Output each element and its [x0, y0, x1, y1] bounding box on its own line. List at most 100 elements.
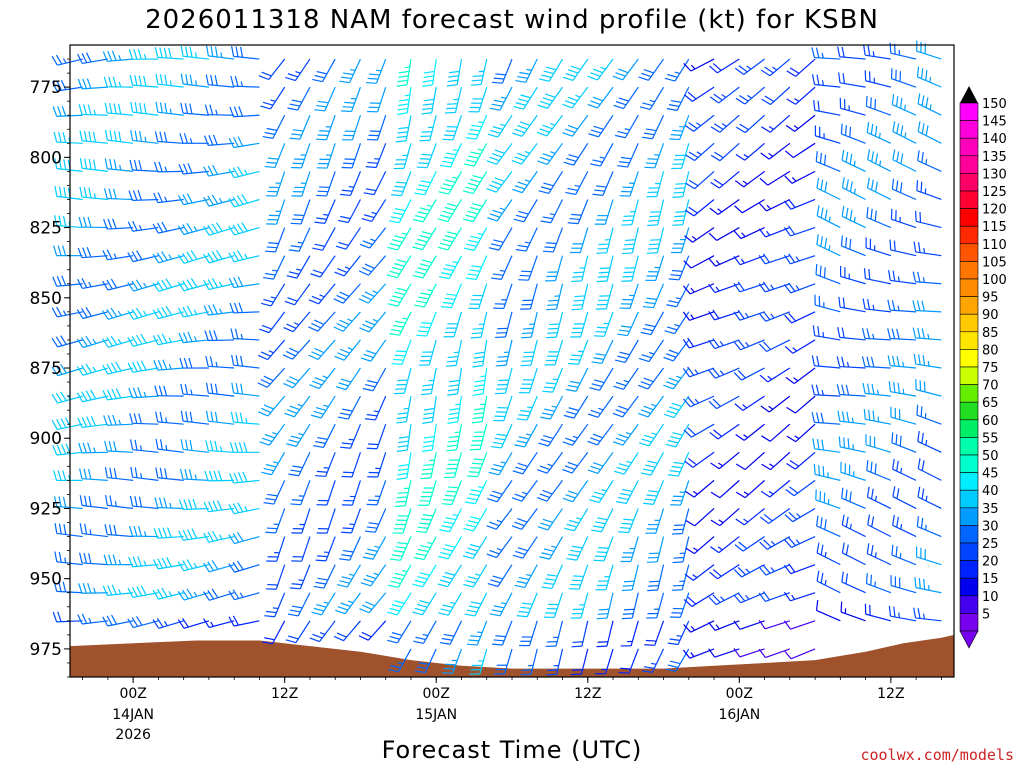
wind-barb — [646, 171, 665, 198]
wind-barb — [52, 611, 83, 623]
wind-barb — [358, 255, 387, 276]
wind-barb — [266, 199, 286, 225]
wind-barb — [180, 410, 209, 425]
wind-barb — [78, 216, 108, 229]
wind-barb — [334, 255, 361, 277]
wind-barb — [152, 557, 184, 570]
wind-barb — [102, 388, 134, 401]
wind-barb — [888, 381, 917, 397]
wind-barb — [917, 430, 942, 453]
wind-barb — [887, 328, 917, 341]
wind-barb — [262, 620, 286, 645]
wind-barb — [179, 357, 209, 369]
x-tick-label: 00Z — [726, 686, 753, 702]
wind-barb — [863, 44, 891, 60]
wind-barb — [683, 592, 715, 607]
wind-barb — [489, 86, 513, 111]
wind-barb — [286, 423, 311, 447]
wind-barb — [861, 328, 891, 341]
colorbar-label: 85 — [982, 326, 999, 341]
wind-barb — [708, 309, 740, 321]
wind-barb — [261, 451, 286, 476]
wind-barb — [587, 86, 614, 109]
wind-barb — [841, 205, 866, 229]
wind-barb — [203, 222, 235, 236]
wind-barb — [566, 536, 589, 561]
wind-barb — [154, 47, 184, 60]
colorbar-swatch — [959, 243, 979, 262]
wind-barb — [596, 592, 614, 620]
wind-barb — [783, 591, 816, 602]
wind-barb — [734, 170, 765, 188]
wind-barb — [786, 395, 816, 414]
wind-barb — [495, 311, 513, 339]
wind-barb — [265, 508, 286, 534]
wind-barb — [79, 468, 108, 481]
wind-barb — [759, 507, 791, 524]
wind-barb — [395, 396, 412, 424]
colorbar-swatch — [959, 489, 979, 509]
terrain-fill — [70, 634, 954, 677]
y-tick-label: 800 — [30, 148, 62, 168]
wind-barb — [396, 452, 412, 480]
wind-barb — [364, 508, 387, 533]
wind-barb — [866, 486, 892, 510]
wind-barb — [421, 424, 437, 452]
wind-barb — [76, 363, 109, 376]
colorbar-label: 105 — [982, 255, 1007, 270]
colorbar-swatch — [959, 542, 979, 561]
wind-barb — [595, 564, 614, 591]
wind-barb — [889, 239, 917, 257]
wind-barb — [129, 495, 159, 510]
wind-barb — [540, 395, 564, 420]
colorbar-label: 80 — [982, 343, 999, 358]
wind-barb — [127, 307, 159, 320]
wind-barb — [363, 171, 387, 196]
colorbar-swatch — [959, 384, 979, 403]
colorbar-label: 30 — [982, 519, 999, 534]
wind-barb — [130, 466, 159, 481]
wind-barb — [77, 78, 108, 90]
wind-barb — [515, 58, 538, 83]
wind-barb — [784, 311, 816, 324]
wind-barb — [811, 74, 841, 88]
wind-barb — [537, 86, 564, 109]
wind-barb — [612, 58, 639, 81]
wind-barb — [155, 73, 184, 88]
wind-barb — [913, 241, 942, 257]
wind-barb — [414, 283, 437, 308]
wind-barb — [669, 592, 690, 618]
wind-barb — [412, 564, 437, 588]
wind-barb — [284, 283, 311, 306]
wind-barb — [287, 592, 311, 617]
wind-barb — [77, 52, 108, 65]
wind-barb — [130, 101, 159, 116]
colorbar-swatch — [959, 120, 979, 139]
wind-barb — [102, 249, 134, 261]
wind-barb — [545, 620, 564, 648]
wind-barb — [102, 361, 134, 375]
wind-barb — [866, 177, 892, 201]
wind-barb — [229, 106, 260, 118]
wind-barb — [641, 648, 665, 673]
wind-barb — [231, 382, 260, 397]
wind-barb — [543, 592, 564, 619]
wind-barb — [567, 199, 589, 225]
wind-barb — [437, 536, 463, 560]
wind-barb — [916, 40, 942, 60]
wind-barb — [489, 592, 513, 617]
wind-barb — [646, 536, 665, 563]
wind-barb — [785, 114, 816, 132]
wind-barb — [360, 564, 387, 587]
wind-barb — [416, 143, 437, 169]
wind-barb — [316, 480, 336, 506]
wind-barb — [447, 396, 463, 424]
wind-barb — [365, 58, 387, 84]
wind-barb — [620, 620, 639, 647]
wind-barb — [309, 620, 336, 643]
wind-barb — [228, 250, 260, 263]
wind-barb — [367, 115, 387, 141]
wind-barb — [637, 367, 665, 390]
wind-barb — [316, 508, 336, 534]
wind-barb — [621, 199, 639, 226]
